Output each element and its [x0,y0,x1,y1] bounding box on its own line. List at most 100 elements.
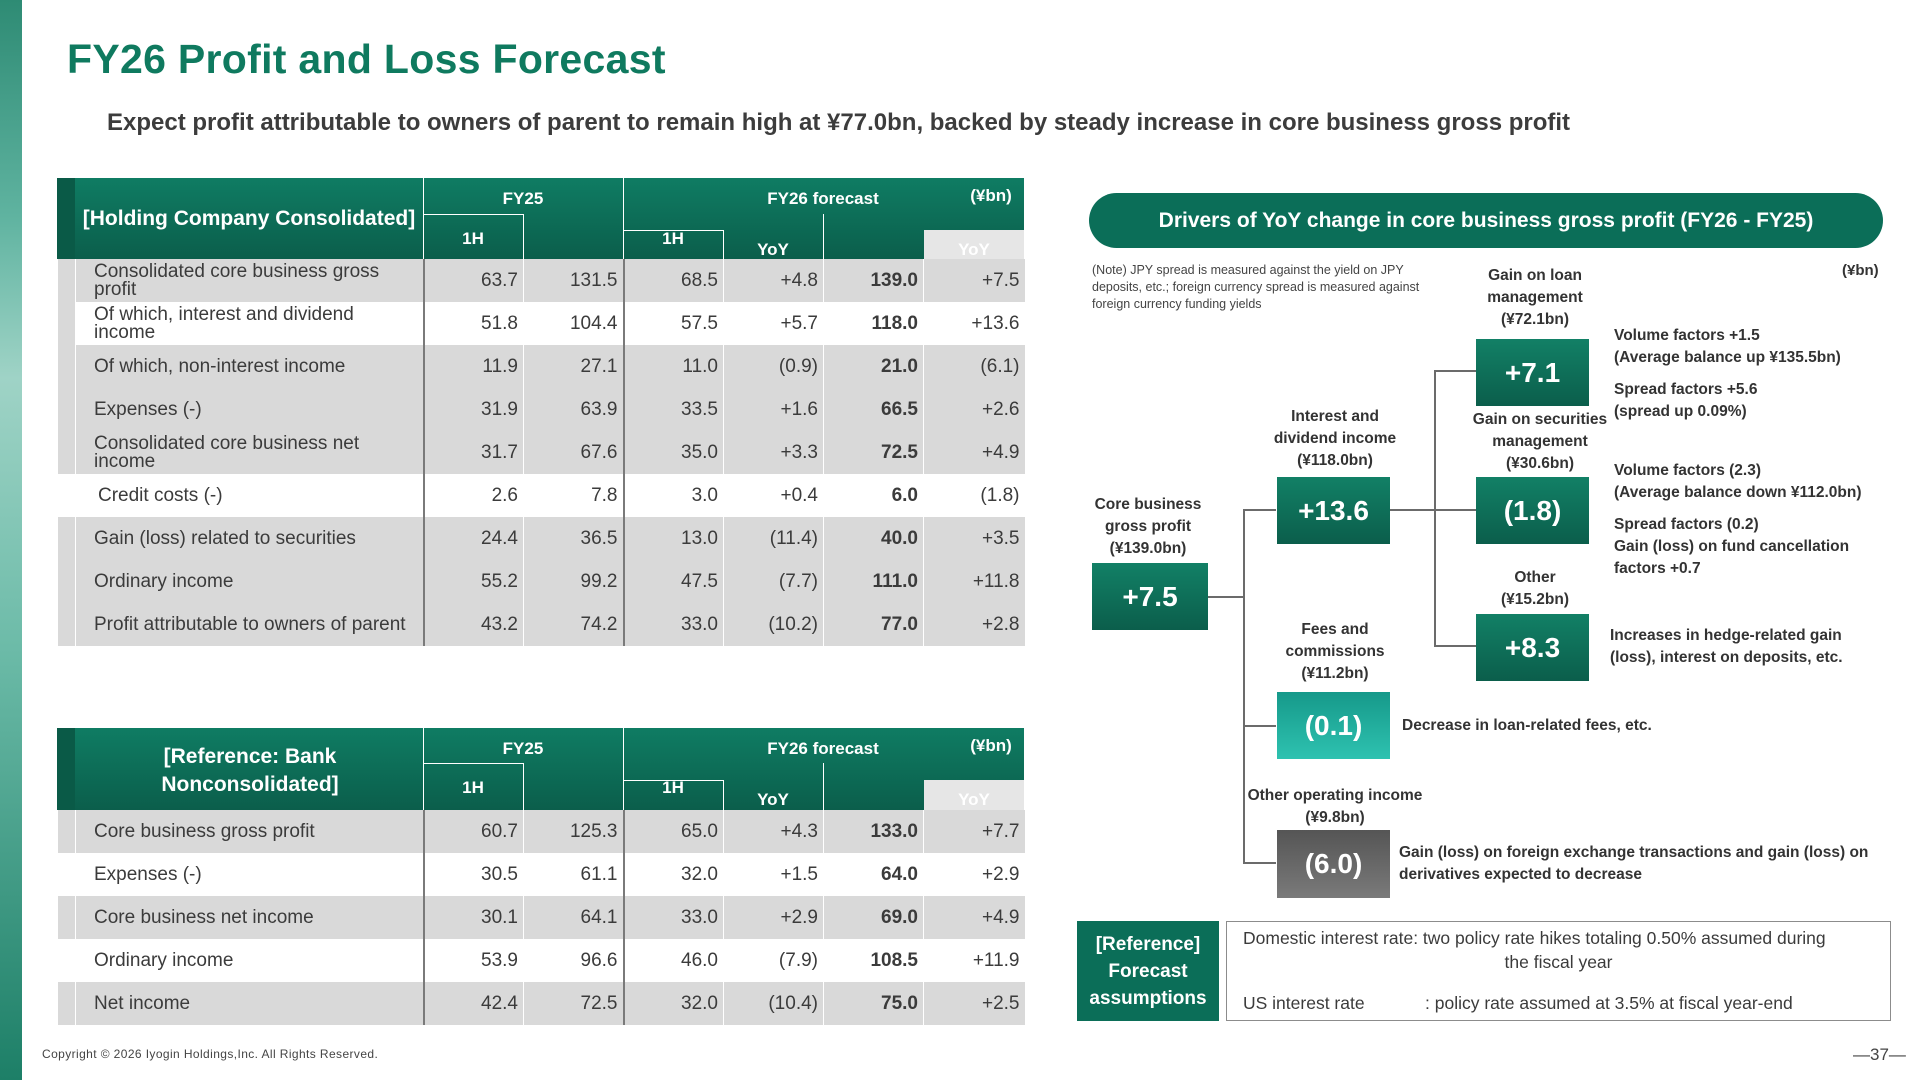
cell: 27.1 [523,345,624,388]
cell: 2.6 [422,474,524,517]
interest-label-line: Interest and [1291,408,1379,425]
fees-value-box: (0.1) [1277,692,1390,759]
other-op-label-line: Other operating income [1247,787,1423,804]
loan-label-line: (¥72.1bn) [1500,311,1570,328]
table1-yoy-cell [924,230,1024,259]
cell: 30.1 [422,896,524,939]
row-label: Of which, non-interest income [75,345,424,388]
cell: +11.9 [923,939,1025,982]
row-stub [57,345,76,388]
row-label: Expenses (-) [75,388,424,431]
drivers-note: (Note) JPY spread is measured against th… [1092,263,1420,311]
other-op-label-line: (¥9.8bn) [1305,809,1365,826]
table2-header [57,728,1024,810]
table1-header [57,178,1024,259]
cell: +3.5 [923,517,1025,560]
loan-label: Gain on loan management (¥72.1bn) [1460,265,1610,331]
cell: (10.4) [723,982,824,1025]
sec-desc-line: Spread factors (0.2) [1614,516,1759,533]
sec-label-line: Gain on securities [1472,411,1608,428]
loan-desc: Volume factors +1.5 (Average balance up … [1614,325,1841,423]
loan-desc-line: (spread up 0.09%) [1614,403,1747,420]
row-label: Core business net income [75,896,424,939]
cell: (7.7) [723,560,824,603]
row-label: Consolidated core business gross profit [75,259,424,302]
page-title: FY26 Profit and Loss Forecast [67,36,666,82]
table2-fy25-header: FY25 [502,739,544,758]
cell: 51.8 [422,302,524,345]
fees-label-line: commissions [1285,643,1385,660]
other-label-line: (¥15.2bn) [1500,591,1570,608]
connector [1243,509,1276,511]
table1-fy26-1h-yoy: YoY [757,240,789,259]
cell: 33.0 [622,603,724,646]
table1-title: [Holding Company Consolidated] [82,207,416,230]
row-stub [57,474,76,517]
row-stub [57,853,76,896]
divider [723,780,724,810]
other-desc-line: (loss), interest on deposits, etc. [1610,649,1843,666]
table-row: Gain (loss) related to securities 24.4 3… [57,517,1025,560]
cell: 46.0 [622,939,724,982]
row-label: Consolidated core business net income [75,431,424,474]
cell: 3.0 [622,474,724,517]
connector [1243,862,1276,864]
core-label-line: (¥139.0bn) [1109,540,1187,557]
cell: +4.3 [723,810,824,853]
row-stub [57,259,76,302]
table-row: Consolidated core business gross profit … [57,259,1025,302]
divider [423,214,523,215]
table-row: Expenses (-) 31.9 63.9 33.5 +1.6 66.5 +2… [57,388,1025,431]
table2-fy26-1h-yoy: YoY [757,790,789,809]
table-row: Core business gross profit 60.7 125.3 65… [57,810,1025,853]
sec-label-line: management [1492,433,1588,450]
table-row: Ordinary income 55.2 99.2 47.5 (7.7) 111… [57,560,1025,603]
cell: 32.0 [622,853,724,896]
row-stub [57,560,76,603]
cell: 42.4 [422,982,524,1025]
divider [423,728,424,810]
table1-fy26-yoy: YoY [958,240,990,259]
interest-label: Interest and dividend income (¥118.0bn) [1255,406,1415,472]
row-label: Core business gross profit [75,810,424,853]
cell: 133.0 [823,810,924,853]
cell: 108.5 [823,939,924,982]
cell: 75.0 [823,982,924,1025]
table2-rows: Core business gross profit 60.7 125.3 65… [57,810,1025,1025]
cell: 96.6 [523,939,624,982]
cell: +1.5 [723,853,824,896]
divider [423,178,424,259]
sec-desc-line: factors +0.7 [1614,560,1701,577]
interest-value-box: +13.6 [1277,477,1390,544]
table-row: Consolidated core business net income 31… [57,431,1025,474]
connector [1434,509,1476,511]
cell: 104.4 [523,302,624,345]
cell: 131.5 [523,259,624,302]
other-op-desc-line: Gain (loss) on foreign exchange transact… [1399,844,1869,861]
other-desc-line: Increases in hedge-related gain [1610,627,1842,644]
reference-line-1: Domestic interest rate: two policy rate … [1243,928,1826,948]
reference-label-box: [Reference] Forecast assumptions [1077,921,1219,1021]
interest-label-line: (¥118.0bn) [1297,452,1373,469]
divider [523,214,524,259]
divider [623,780,723,781]
table1-fy26-1h: 1H [662,229,684,248]
table2-yoy-cell [924,780,1024,810]
table1-unit: (¥bn) [970,186,1012,205]
cell: +13.6 [923,302,1025,345]
connector [1243,725,1276,727]
cell: +7.7 [923,810,1025,853]
cell: +2.9 [923,853,1025,896]
loan-label-line: Gain on loan [1488,267,1582,284]
cell: 60.7 [422,810,524,853]
cell: +2.5 [923,982,1025,1025]
cell: 57.5 [622,302,724,345]
reference-line-3-value: : policy rate assumed at 3.5% at fiscal … [1425,993,1793,1013]
drivers-title: Drivers of YoY change in core business g… [1089,193,1883,248]
cell: 35.0 [622,431,724,474]
cell: 33.5 [622,388,724,431]
cell: +2.8 [923,603,1025,646]
sec-desc-line: Gain (loss) on fund cancellation [1614,538,1850,555]
row-stub [57,388,76,431]
cell: 66.5 [823,388,924,431]
